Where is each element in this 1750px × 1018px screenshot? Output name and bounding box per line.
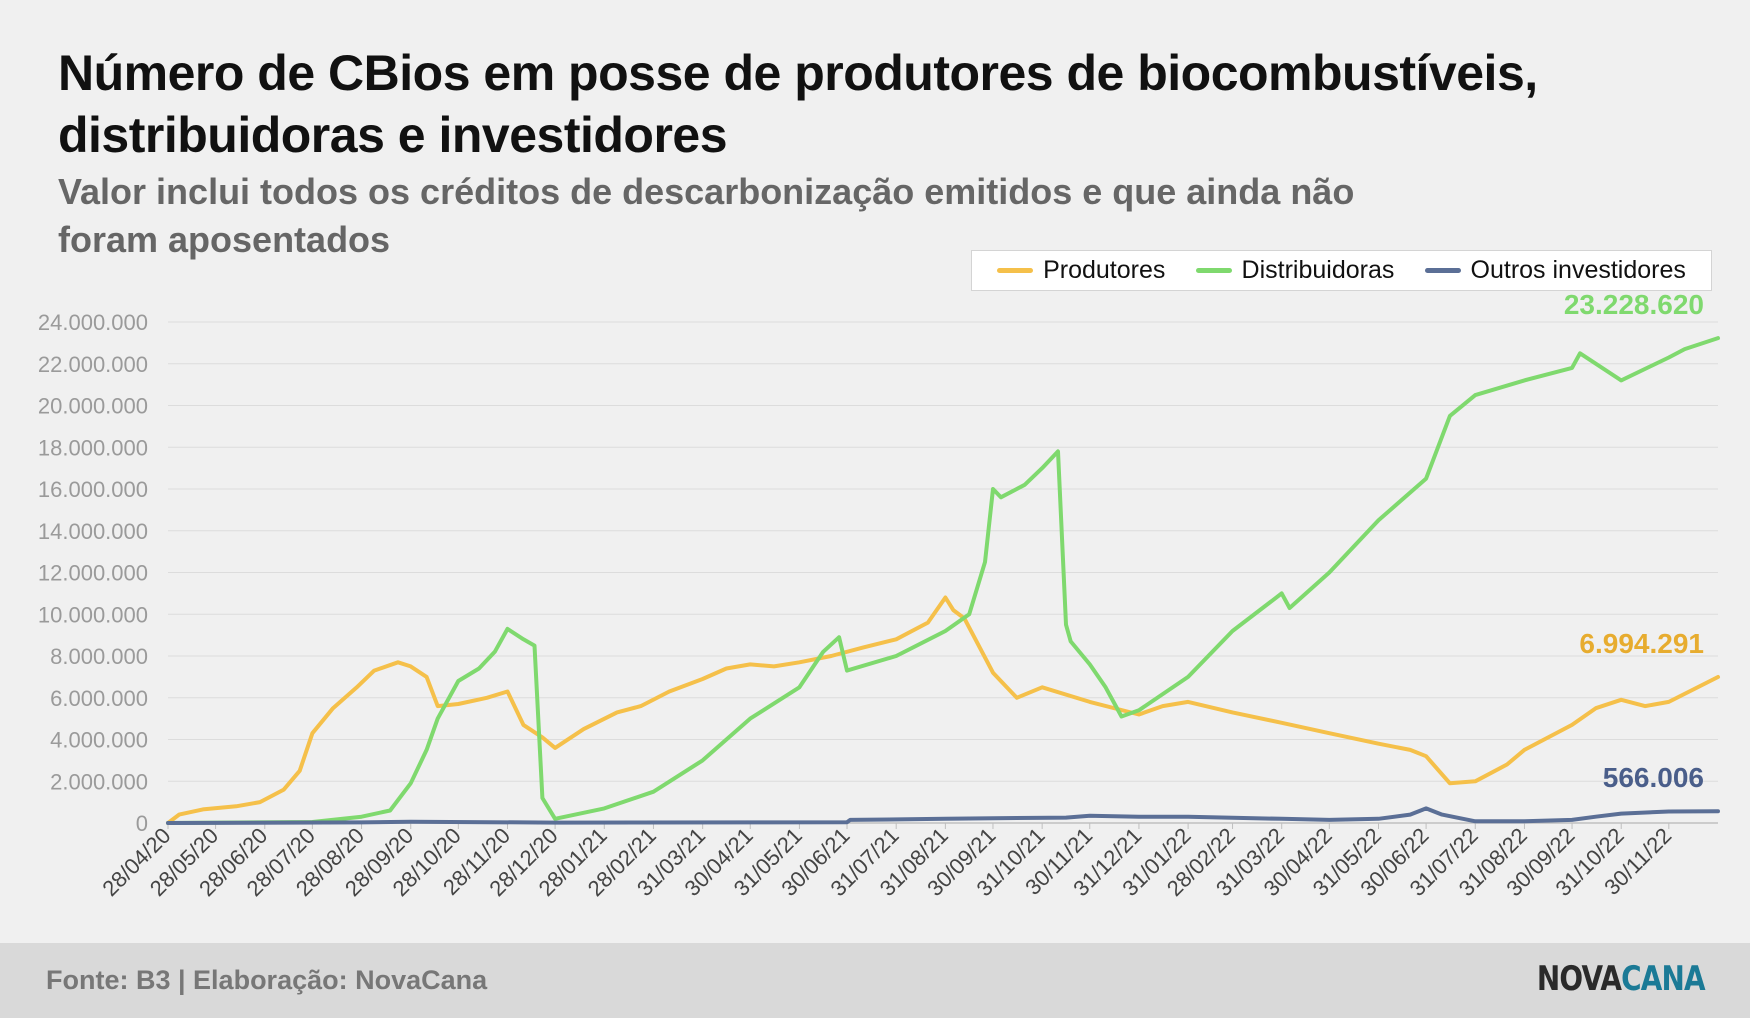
- series-line-2: [166, 806, 1720, 825]
- series-lines: [166, 336, 1720, 825]
- series-line-0: [166, 595, 1720, 825]
- y-tick-label: 24.000.000: [38, 310, 148, 335]
- y-tick-label: 2.000.000: [50, 769, 148, 794]
- legend-swatch-produtores: [997, 268, 1034, 273]
- x-axis-ticks: 28/04/2028/05/2028/06/2028/07/2028/08/20…: [97, 823, 1676, 901]
- source-note: Fonte: B3 | Elaboração: NovaCana: [46, 965, 488, 995]
- legend-label-distribuidoras: Distribuidoras: [1241, 256, 1395, 284]
- legend-swatch-outros-investidores: [1424, 268, 1461, 273]
- legend-label-outros-investidores: Outros investidores: [1470, 256, 1686, 284]
- y-tick-label: 16.000.000: [38, 477, 148, 502]
- series-end-label-0: 6.994.291: [1579, 628, 1704, 659]
- series-end-labels: 6.994.291 23.228.620 566.006: [1564, 289, 1704, 793]
- y-tick-label: 12.000.000: [38, 561, 148, 586]
- legend-item-produtores[interactable]: Produtores: [997, 256, 1165, 285]
- legend-item-distribuidoras[interactable]: Distribuidoras: [1195, 256, 1395, 285]
- legend-item-outros-investidores[interactable]: Outros investidores: [1424, 256, 1686, 285]
- series-end-label-2: 566.006: [1603, 762, 1704, 793]
- series-line-1: [166, 336, 1720, 825]
- chart-title: Número de CBios em posse de produtores d…: [58, 45, 1538, 163]
- y-axis-ticks: 0 2.000.000 4.000.000 6.000.000 8.000.000 10.…: [38, 310, 148, 836]
- footer: Fonte: B3 | Elaboração: NovaCana NOVACAN…: [0, 943, 1750, 1018]
- y-tick-label: 22.000.000: [38, 352, 148, 377]
- y-tick-label: 14.000.000: [38, 519, 148, 544]
- chart-legend: Produtores Distribuidoras Outros investi…: [971, 250, 1712, 291]
- line-chart: 0 2.000.000 4.000.000 6.000.000 8.000.000 10.…: [38, 289, 1720, 901]
- y-tick-label: 4.000.000: [50, 728, 148, 753]
- y-tick-label: 18.000.000: [38, 435, 148, 460]
- y-tick-label: 8.000.000: [50, 644, 148, 669]
- logo-cana: CANA: [1621, 959, 1705, 999]
- y-tick-label: 10.000.000: [38, 602, 148, 627]
- legend-label-produtores: Produtores: [1043, 256, 1166, 284]
- y-tick-label: 0: [136, 811, 148, 836]
- y-tick-label: 20.000.000: [38, 394, 148, 419]
- y-tick-label: 6.000.000: [50, 686, 148, 711]
- logo-nova: NOVA: [1537, 959, 1622, 999]
- grid-lines: [168, 321, 1718, 824]
- chart-subtitle: Valor inclui todos os créditos de descar…: [58, 171, 1355, 260]
- legend-swatch-distribuidoras: [1195, 268, 1232, 273]
- series-end-label-1: 23.228.620: [1564, 289, 1704, 320]
- novacana-logo[interactable]: NOVACANA: [1537, 959, 1706, 999]
